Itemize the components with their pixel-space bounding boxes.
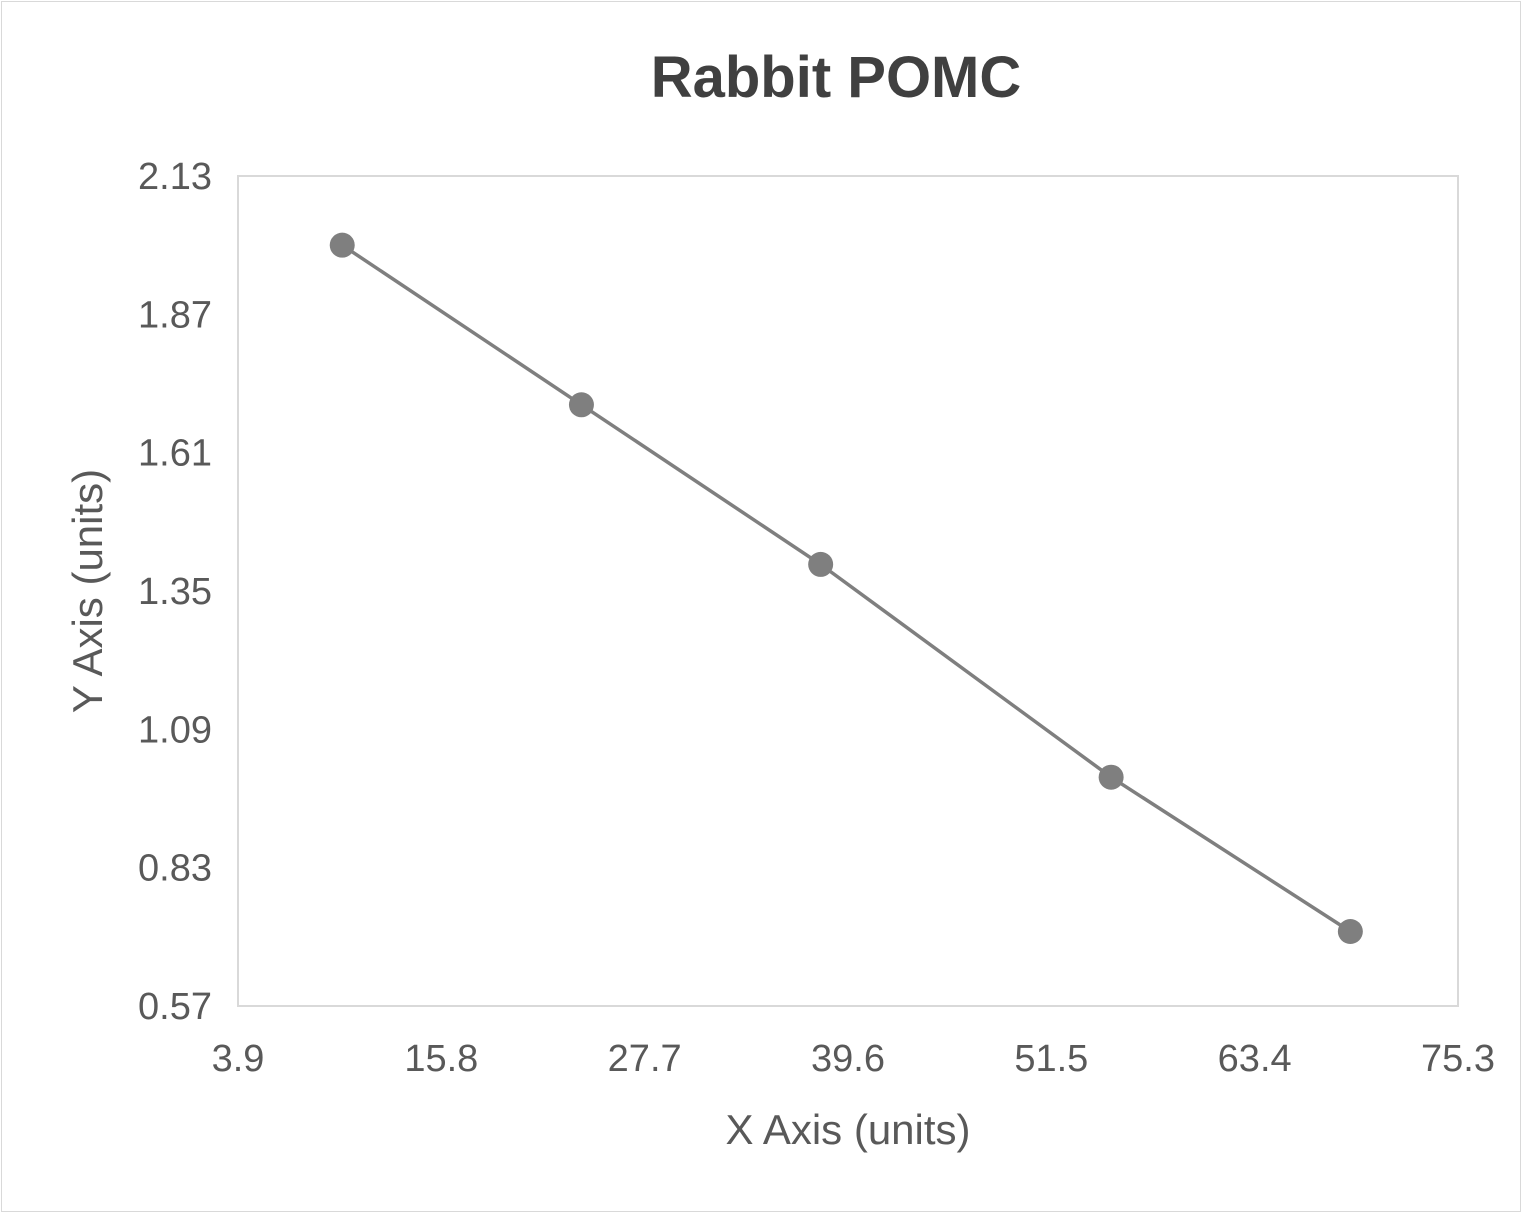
x-axis-label: X Axis (units) xyxy=(725,1106,970,1153)
data-point xyxy=(329,232,355,258)
x-tick-label: 51.5 xyxy=(1014,1038,1088,1080)
data-point xyxy=(568,392,594,418)
x-tick-label: 15.8 xyxy=(404,1038,478,1080)
y-tick-label: 0.83 xyxy=(138,848,212,890)
x-tick-label: 39.6 xyxy=(811,1038,885,1080)
y-tick-label: 1.61 xyxy=(138,433,212,475)
data-point xyxy=(1098,764,1124,790)
y-tick-label: 1.87 xyxy=(138,294,212,336)
y-tick-label: 1.09 xyxy=(138,709,212,751)
data-point xyxy=(1337,919,1363,945)
y-tick-label: 2.13 xyxy=(138,156,212,198)
y-axis-label: Y Axis (units) xyxy=(64,469,111,713)
series-line xyxy=(341,243,1352,933)
x-tick-label: 27.7 xyxy=(608,1038,682,1080)
chart-title: Rabbit POMC xyxy=(651,45,1022,110)
data-point xyxy=(808,551,834,577)
x-tick-label: 75.3 xyxy=(1421,1038,1495,1080)
x-tick-label: 63.4 xyxy=(1218,1038,1292,1080)
y-tick-label: 1.35 xyxy=(138,571,212,613)
plot-area xyxy=(237,175,1459,1007)
x-tick-label: 3.9 xyxy=(212,1038,265,1080)
y-tick-label: 0.57 xyxy=(138,986,212,1028)
